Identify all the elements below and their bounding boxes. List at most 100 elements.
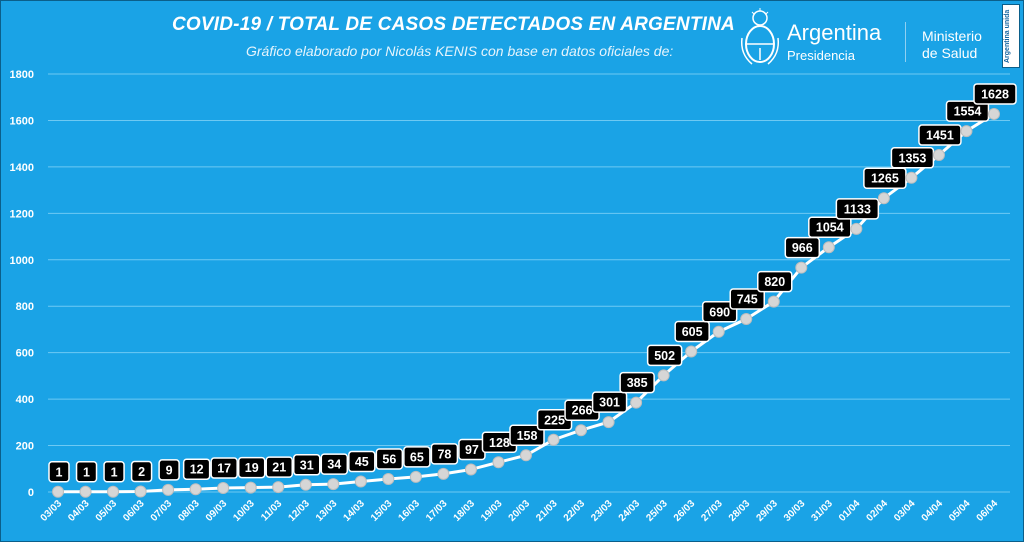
data-point — [464, 463, 477, 476]
data-label-box — [348, 450, 376, 473]
data-point — [189, 483, 202, 496]
ministry-line-1: Ministerio — [922, 28, 982, 44]
data-label: 78 — [437, 447, 451, 461]
data-label: 9 — [166, 463, 173, 477]
x-tick-label: 06/03 — [121, 498, 147, 524]
x-tick-label: 06/04 — [975, 498, 1001, 524]
x-tick-label: 27/03 — [699, 498, 725, 524]
y-tick-label: 1400 — [10, 162, 34, 174]
data-label: 1 — [83, 465, 90, 479]
data-point — [767, 295, 780, 308]
y-tick-label: 400 — [16, 394, 34, 406]
x-tick-label: 26/03 — [672, 498, 698, 524]
coat-of-arms-icon — [740, 8, 780, 65]
x-tick-label: 15/03 — [369, 498, 395, 524]
data-label: 65 — [410, 450, 424, 464]
x-tick-label: 17/03 — [424, 498, 450, 524]
data-point — [602, 416, 615, 429]
x-tick-label: 03/04 — [892, 498, 918, 524]
x-tick-label: 23/03 — [589, 498, 615, 524]
data-label: 1353 — [899, 151, 927, 165]
x-tick-label: 22/03 — [562, 498, 588, 524]
data-label: 1 — [111, 465, 118, 479]
x-tick-label: 30/03 — [782, 498, 808, 524]
data-point — [272, 481, 285, 494]
data-label: 56 — [382, 452, 396, 466]
data-label: 385 — [627, 376, 648, 390]
x-tick-label: 04/04 — [920, 498, 946, 524]
data-label-box — [945, 100, 990, 122]
data-label-box — [591, 391, 628, 413]
ministry-line-2: de Salud — [922, 45, 978, 61]
data-label: 34 — [327, 458, 341, 472]
y-tick-label: 1600 — [10, 115, 34, 127]
y-tick-label: 0 — [28, 487, 34, 499]
data-point — [382, 472, 395, 485]
data-label: 745 — [737, 292, 758, 306]
data-point — [685, 345, 698, 358]
data-point — [657, 369, 670, 382]
chart-subtitle: Gráfico elaborado por Nicolás KENIS con … — [246, 43, 674, 59]
brand-divider — [905, 22, 906, 62]
data-point — [299, 478, 312, 491]
data-label: 1054 — [816, 221, 844, 235]
data-label: 12 — [190, 463, 204, 477]
y-tick-label: 1000 — [10, 255, 34, 267]
data-label-box — [835, 198, 880, 220]
data-label: 1451 — [926, 129, 954, 143]
data-point — [575, 424, 588, 437]
data-label-box — [375, 448, 404, 470]
data-label: 1133 — [844, 202, 871, 216]
y-tick-label: 600 — [16, 348, 34, 360]
data-point — [960, 125, 973, 138]
data-point — [822, 241, 835, 254]
data-label: 502 — [654, 349, 675, 363]
brand-ministry: Ministerio de Salud — [922, 28, 1002, 62]
data-point — [877, 192, 890, 205]
data-label: 2 — [138, 465, 145, 479]
data-label-box — [784, 236, 821, 259]
data-label-box — [403, 446, 431, 468]
data-point — [740, 312, 753, 325]
x-tick-label: 28/03 — [727, 498, 753, 524]
x-tick-label: 08/03 — [176, 498, 202, 524]
x-tick-label: 09/03 — [204, 498, 230, 524]
x-tick-label: 21/03 — [534, 498, 560, 524]
data-point — [988, 107, 1000, 120]
y-tick-label: 800 — [16, 301, 34, 313]
data-label-box — [430, 443, 459, 465]
data-point — [327, 478, 340, 491]
data-label: 266 — [572, 404, 593, 418]
x-tick-label: 11/03 — [259, 498, 284, 523]
x-tick-label: 03/03 — [39, 498, 65, 524]
data-point — [354, 475, 367, 488]
argentina-unida-badge: Argentina unida — [1002, 4, 1020, 68]
data-label-box — [509, 424, 545, 447]
x-tick-label: 29/03 — [754, 498, 780, 524]
data-label: 301 — [599, 396, 620, 410]
data-point — [52, 485, 64, 498]
data-label: 1265 — [871, 172, 899, 186]
brand-country: Argentina — [787, 20, 882, 45]
data-label-box — [918, 124, 962, 146]
data-label: 605 — [682, 325, 703, 339]
data-label: 1 — [56, 465, 63, 479]
data-point — [520, 449, 532, 462]
data-point — [244, 481, 257, 494]
data-label-box — [320, 453, 349, 475]
data-label-box — [973, 83, 1017, 105]
data-point — [932, 149, 945, 162]
brand-presidency: Presidencia — [787, 48, 855, 63]
x-tick-label: 25/03 — [644, 498, 670, 524]
x-tick-label: 07/03 — [149, 498, 175, 524]
data-point — [492, 456, 505, 469]
data-label-box — [757, 270, 793, 293]
data-label-box — [182, 458, 211, 480]
y-tick-label: 1800 — [10, 69, 34, 81]
data-label: 45 — [355, 455, 369, 469]
x-tick-label: 31/03 — [809, 498, 835, 524]
data-label-box — [48, 461, 70, 483]
data-label: 158 — [517, 429, 538, 443]
data-point — [217, 482, 230, 495]
